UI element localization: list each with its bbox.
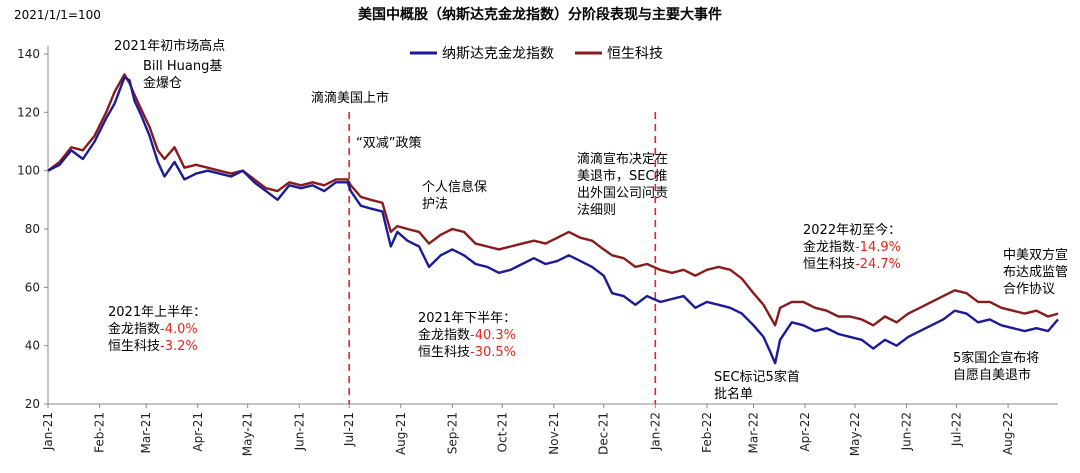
annotation-huang: Bill Huang基 xyxy=(143,59,222,74)
stats-boxes: 2021年上半年：金龙指数-4.0%恒生科技-3.2%2021年下半年：金龙指数… xyxy=(108,222,901,360)
annotation-huang: 金爆仓 xyxy=(143,75,182,91)
x-tick-label: Oct-21 xyxy=(495,412,509,452)
y-tick-label: 100 xyxy=(17,164,40,178)
annotation-soe-delist: 自愿自美退市 xyxy=(953,367,1031,383)
stats-heading-h2: 2021年下半年： xyxy=(418,311,516,326)
legend-label-hstech: 恒生科技 xyxy=(607,46,663,62)
chart-title: 美国中概股（纳斯达克金龙指数）分阶段表现与主要大事件 xyxy=(358,6,722,23)
annotation-audit-deal: 中美双方宣 xyxy=(1003,247,1068,263)
legend-label-nasdaq: 纳斯达克金龙指数 xyxy=(442,46,554,62)
x-tick-label: Mar-22 xyxy=(747,412,761,453)
stats-label: 恒生科技 xyxy=(803,257,855,272)
x-tick-label: Feb-21 xyxy=(93,412,107,453)
stats-value: -4.0% xyxy=(160,322,198,337)
x-tick-label: Aug-22 xyxy=(1001,412,1015,455)
series-line-nasdaq-golden-dragon xyxy=(47,76,1059,365)
x-tick-label: Jun-21 xyxy=(292,412,306,451)
annotation-sec-list: 批名单 xyxy=(714,386,753,402)
annotation-peak: 2021年初市场高点 xyxy=(114,38,225,54)
stats-row-h2: 恒生科技-30.5% xyxy=(418,345,516,360)
stats-row-h1: 金龙指数-4.0% xyxy=(108,321,198,337)
x-tick-label: Feb-22 xyxy=(700,412,714,453)
annotation-double-reduction: “双减”政策 xyxy=(356,135,421,151)
stats-row-h2: 金龙指数-40.3% xyxy=(418,327,516,343)
annotation-privacy: 个人信息保 xyxy=(422,179,487,195)
series-lines xyxy=(47,73,1059,365)
x-tick-label: Dec-21 xyxy=(597,412,611,455)
x-tick-label: Jun-22 xyxy=(900,412,914,451)
y-tick-label: 80 xyxy=(25,222,40,236)
annotation-sec-list: SEC标记5家首 xyxy=(714,369,800,385)
stats-row-ytd: 恒生科技-24.7% xyxy=(803,257,901,272)
x-tick-label: Jul-22 xyxy=(950,412,964,447)
legend: 纳斯达克金龙指数 恒生科技 xyxy=(410,46,663,62)
x-tick-label: Apr-21 xyxy=(191,412,205,452)
base-note: 2021/1/1=100 xyxy=(14,8,101,22)
stats-heading-ytd: 2022年初至今： xyxy=(803,222,901,238)
event-lines xyxy=(348,112,657,404)
stats-label: 金龙指数 xyxy=(108,321,160,337)
x-tick-label: Jan-21 xyxy=(41,412,55,451)
annotation-privacy: 护法 xyxy=(422,197,448,212)
x-tick-label: May-22 xyxy=(848,412,862,456)
stats-value: -30.5% xyxy=(470,345,516,360)
stats-value: -40.3% xyxy=(470,328,516,343)
x-tick-label: Aug-21 xyxy=(394,412,408,455)
stats-row-h1: 恒生科技-3.2% xyxy=(108,339,198,354)
y-tick-label: 40 xyxy=(25,339,40,353)
annotation-soe-delist: 5家国企宣布将 xyxy=(953,350,1039,366)
stats-row-ytd: 金龙指数-14.9% xyxy=(803,239,901,255)
stats-label: 金龙指数 xyxy=(418,327,470,343)
stats-label: 恒生科技 xyxy=(108,339,160,354)
y-tick-label: 120 xyxy=(17,105,40,119)
x-tick-label: May-21 xyxy=(241,412,255,456)
annotation-audit-deal: 布达成监管 xyxy=(1003,265,1068,280)
stats-label: 金龙指数 xyxy=(803,239,855,255)
y-tick-label: 60 xyxy=(25,280,40,294)
annotation-didi-ipo: 滴滴美国上市 xyxy=(311,90,389,106)
y-tick-label: 140 xyxy=(17,47,40,61)
annotation-didi-delist: 出外国公司问责 xyxy=(577,186,668,201)
stats-label: 恒生科技 xyxy=(418,345,470,360)
y-tick-label: 20 xyxy=(25,397,40,411)
annotation-didi-delist: 法细则 xyxy=(577,203,616,218)
annotation-didi-delist: 美退市，SEC推 xyxy=(577,168,668,184)
stats-value: -24.7% xyxy=(855,257,901,272)
stats-value: -3.2% xyxy=(160,339,198,354)
x-tick-label: Apr-22 xyxy=(798,412,812,452)
x-tick-label: Jul-21 xyxy=(342,412,356,447)
annotation-didi-delist: 滴滴宣布决定在 xyxy=(577,151,668,167)
x-tick-label: Sep-21 xyxy=(445,412,459,454)
stats-heading-h1: 2021年上半年： xyxy=(108,305,206,320)
stats-value: -14.9% xyxy=(855,240,901,255)
series-line-hang-seng-tech xyxy=(47,73,1059,327)
x-tick-label: Nov-21 xyxy=(547,412,561,455)
annotation-audit-deal: 合作协议 xyxy=(1003,282,1055,297)
axes: 20 40 60 80 100 120 140 Jan-21 Feb-21 Mar-21 Apr-2… xyxy=(17,46,1058,456)
x-tick-label: Jan-22 xyxy=(648,412,662,451)
x-tick-label: Mar-21 xyxy=(139,412,153,453)
